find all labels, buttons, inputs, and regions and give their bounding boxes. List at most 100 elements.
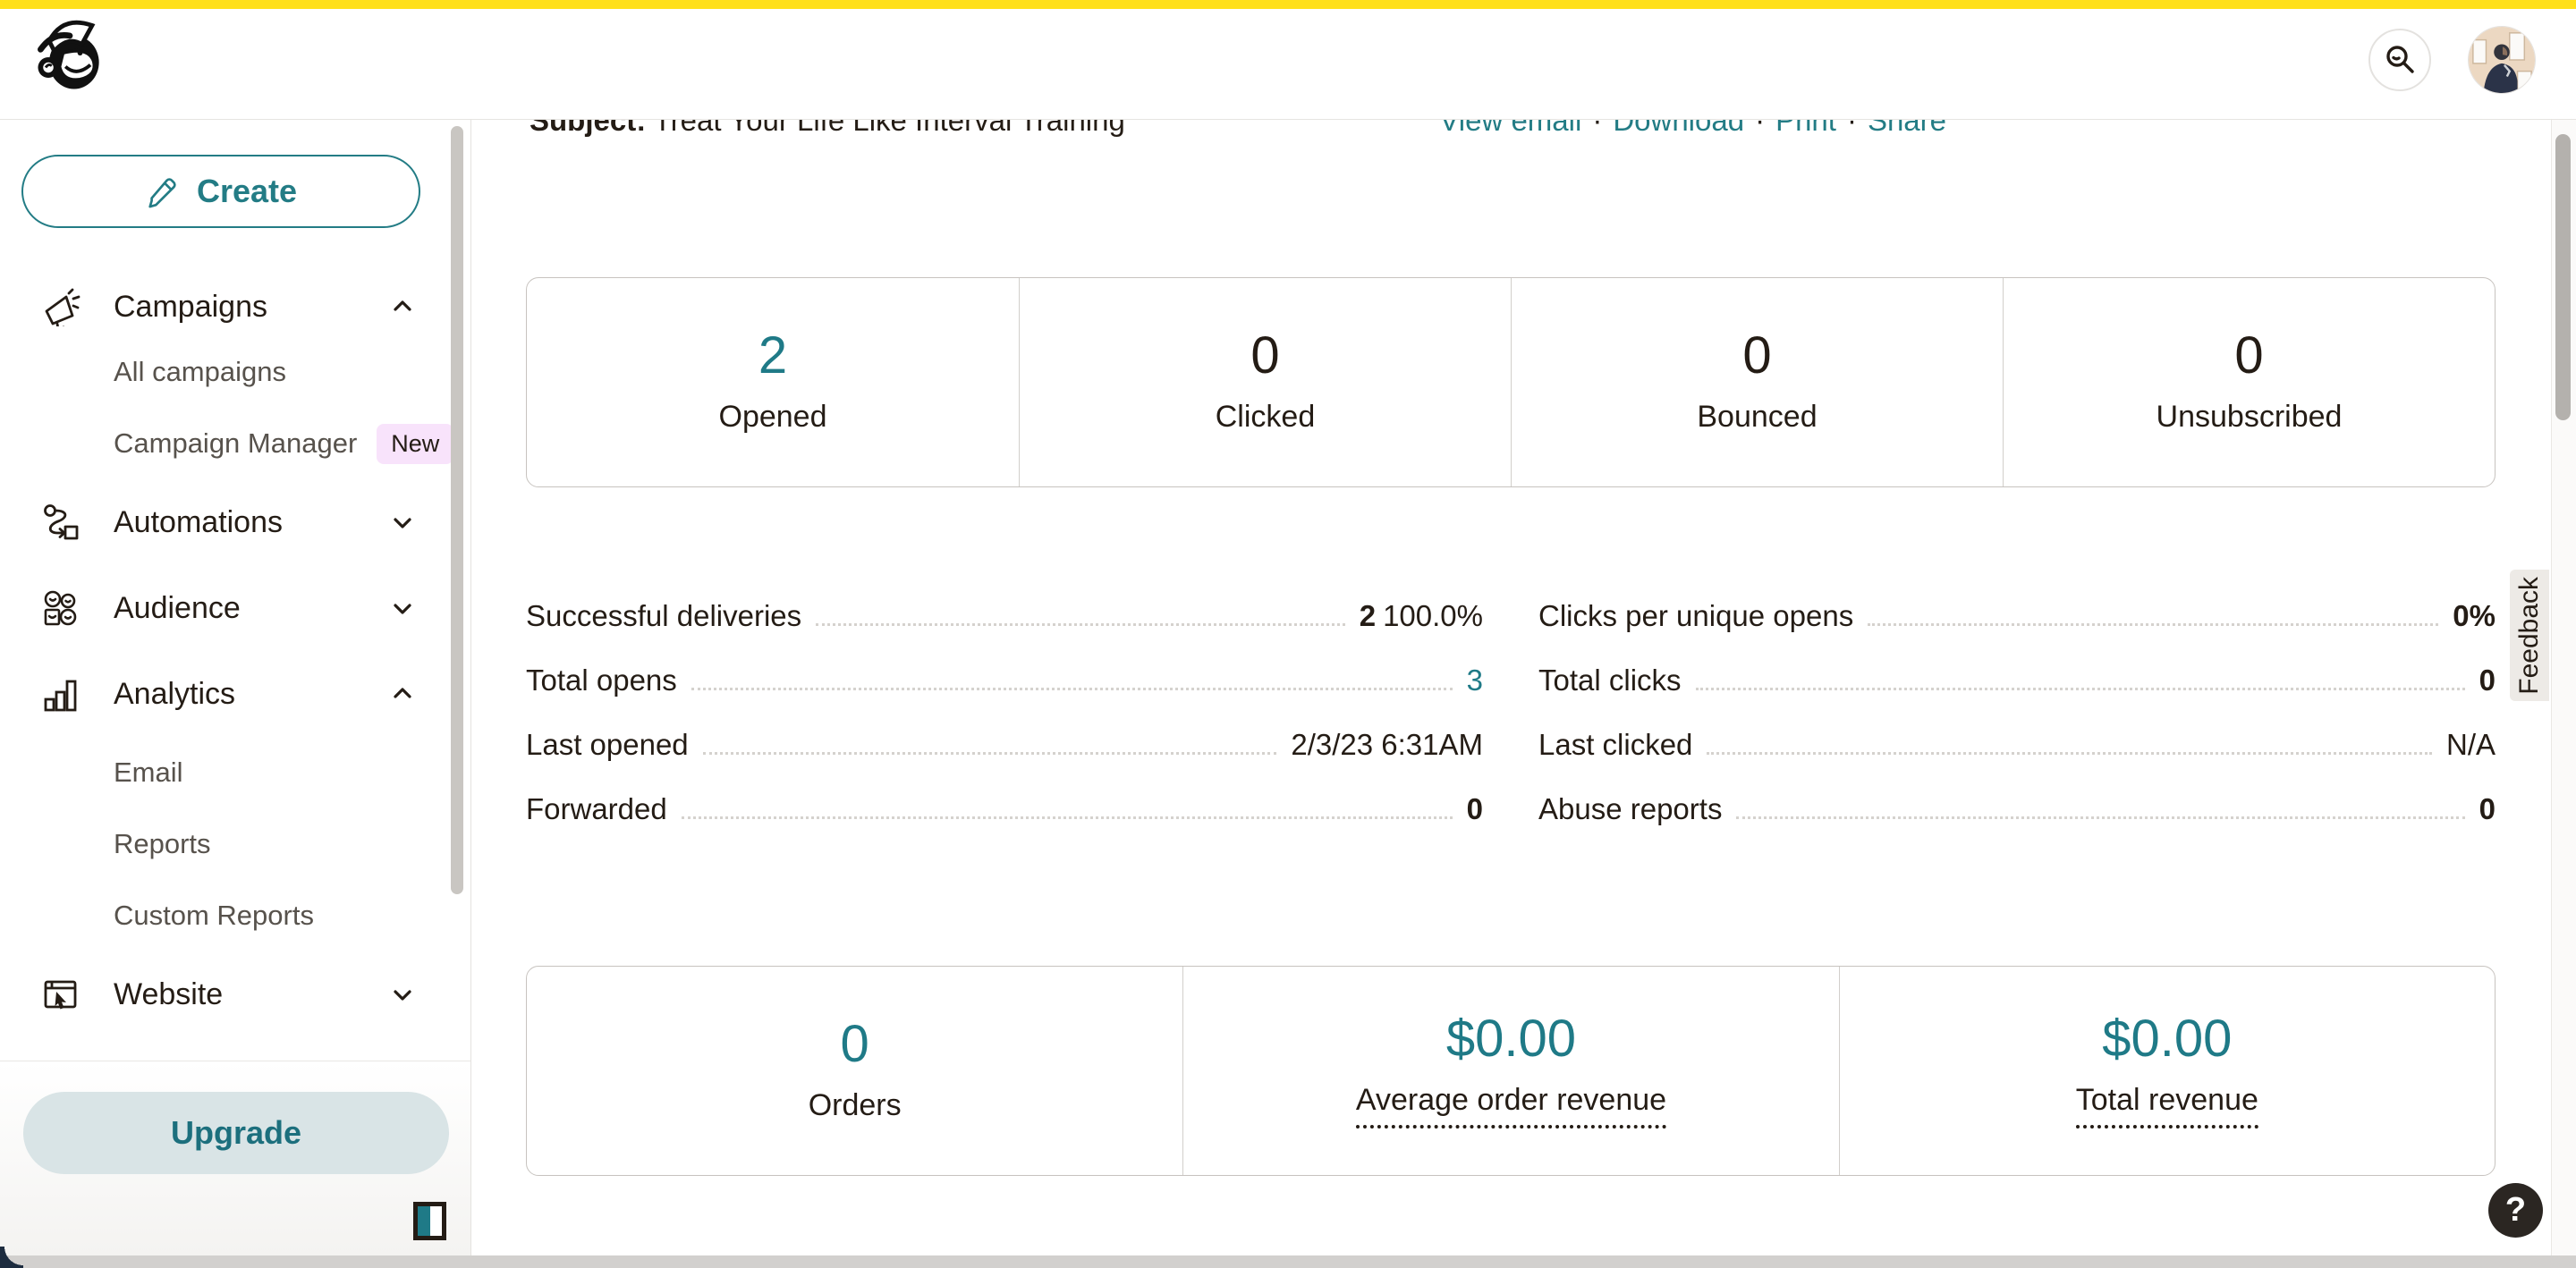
- create-button[interactable]: Create: [21, 155, 420, 228]
- detail-stats: Successful deliveries 2 100.0% Total open…: [526, 583, 2496, 841]
- average-order-revenue-card[interactable]: $0.00 Average order revenue: [1182, 967, 1838, 1175]
- sidebar-item-email[interactable]: Email: [0, 737, 471, 808]
- search-button[interactable]: [2368, 29, 2431, 91]
- brand-yellow-stripe: [0, 0, 2576, 9]
- stats-left-column: Successful deliveries 2 100.0% Total open…: [526, 583, 1483, 841]
- collapse-sidebar-icon[interactable]: [413, 1202, 446, 1240]
- mailchimp-logo[interactable]: [27, 13, 113, 100]
- stat-row-forwarded: Forwarded 0: [526, 776, 1483, 841]
- sidebar-item-automations[interactable]: Automations: [0, 479, 471, 565]
- sidebar-subitem-label: Email: [114, 757, 183, 788]
- dotted-leader: [1695, 688, 2465, 690]
- bottom-edge-bar: [0, 1255, 2576, 1268]
- sidebar-item-label: Campaigns: [114, 289, 267, 324]
- sidebar-item-campaign-manager[interactable]: Campaign Manager New: [0, 408, 471, 479]
- audience-faces-icon: [44, 590, 77, 626]
- sidebar-item-audience[interactable]: Audience: [0, 565, 471, 651]
- total-opens-link[interactable]: 3: [1466, 664, 1483, 697]
- sidebar-item-label: Analytics: [114, 676, 236, 711]
- average-order-revenue-label[interactable]: Average order revenue: [1355, 1083, 1667, 1129]
- stat-label: Forwarded: [526, 792, 667, 825]
- stat-row-clicks-per-unique-opens: Clicks per unique opens 0%: [1538, 583, 2496, 647]
- dotted-leader: [816, 623, 1345, 626]
- stat-row-successful-deliveries: Successful deliveries 2 100.0%: [526, 583, 1483, 647]
- stat-row-last-clicked: Last clicked N/A: [1538, 712, 2496, 776]
- clicked-count: 0: [1250, 326, 1280, 385]
- website-window-icon: [44, 980, 77, 1010]
- search-icon: [2386, 46, 2414, 73]
- dotted-leader: [1736, 816, 2465, 819]
- stat-value: 0: [2479, 792, 2496, 825]
- stat-row-total-clicks: Total clicks 0: [1538, 647, 2496, 712]
- stat-label: Abuse reports: [1538, 792, 1723, 825]
- opened-card[interactable]: 2 Opened: [527, 278, 1019, 486]
- total-revenue-value: $0.00: [2102, 1010, 2233, 1068]
- unsubscribed-card[interactable]: 0 Unsubscribed: [2003, 278, 2495, 486]
- feedback-label: Feedback: [2514, 576, 2544, 695]
- sidebar-item-website[interactable]: Website: [0, 951, 471, 1037]
- bounced-count: 0: [1742, 326, 1772, 385]
- sidebar-item-campaigns[interactable]: Campaigns: [0, 277, 471, 336]
- clicked-card[interactable]: 0 Clicked: [1019, 278, 1511, 486]
- stat-label: Total opens: [526, 664, 677, 697]
- create-label: Create: [196, 173, 298, 209]
- new-badge: New: [377, 423, 454, 464]
- stat-value-pct: 100.0%: [1383, 599, 1483, 632]
- orders-count: 0: [840, 1015, 869, 1073]
- sidebar-item-label: Website: [114, 976, 224, 1011]
- sidebar-subitem-label: Reports: [114, 828, 211, 859]
- dotted-leader: [681, 816, 1453, 819]
- freddie-monkey-icon: [38, 20, 99, 89]
- dotted-leader: [691, 688, 1453, 690]
- chevron-up-icon: [394, 688, 411, 698]
- total-revenue-card[interactable]: $0.00 Total revenue: [1838, 967, 2495, 1175]
- sidebar-subitem-label: Campaign Manager: [114, 427, 358, 459]
- sidebar-scrollbar[interactable]: [451, 126, 463, 894]
- account-avatar[interactable]: [2469, 27, 2535, 93]
- opened-label: Opened: [718, 400, 827, 434]
- stat-label: Total clicks: [1538, 664, 1682, 697]
- orders-card[interactable]: 0 Orders: [527, 967, 1182, 1175]
- stat-value: 0: [2479, 664, 2496, 697]
- stat-value: 0: [1466, 792, 1483, 825]
- chevron-down-icon: [394, 604, 411, 614]
- sidebar-footer: Upgrade: [0, 1061, 470, 1255]
- stat-row-total-opens: Total opens 3: [526, 647, 1483, 712]
- clicked-label: Clicked: [1215, 400, 1316, 434]
- total-revenue-label[interactable]: Total revenue: [2075, 1083, 2258, 1129]
- engagement-stats-cards: 2 Opened 0 Clicked 0 Bounced 0 Unsubscri…: [526, 277, 2496, 487]
- orders-label: Orders: [808, 1088, 902, 1122]
- chevron-down-icon: [394, 990, 411, 1001]
- stat-value: 2: [1359, 599, 1377, 632]
- feedback-tab[interactable]: Feedback: [2510, 570, 2549, 701]
- link-separator: ·: [1755, 104, 1766, 137]
- upgrade-button[interactable]: Upgrade: [23, 1092, 449, 1174]
- stat-label: Last opened: [526, 728, 689, 761]
- sidebar-item-all-campaigns[interactable]: All campaigns: [0, 336, 471, 408]
- stat-value: 2/3/23 6:31AM: [1291, 728, 1483, 761]
- unsubscribed-label: Unsubscribed: [2156, 400, 2343, 434]
- bounced-card[interactable]: 0 Bounced: [1511, 278, 2003, 486]
- stat-value: N/A: [2445, 728, 2496, 761]
- stat-label: Clicks per unique opens: [1538, 599, 1854, 632]
- commerce-stats-cards: 0 Orders $0.00 Average order revenue $0.…: [526, 966, 2496, 1176]
- dotted-leader: [1707, 752, 2432, 755]
- stat-label: Successful deliveries: [526, 599, 802, 632]
- sidebar-item-custom-reports[interactable]: Custom Reports: [0, 880, 471, 951]
- stats-right-column: Clicks per unique opens 0% Total clicks …: [1538, 583, 2496, 841]
- sidebar-item-reports[interactable]: Reports: [0, 808, 471, 880]
- chevron-up-icon: [394, 300, 411, 311]
- sidebar-item-analytics[interactable]: Analytics: [0, 651, 471, 737]
- megaphone-icon: [45, 288, 80, 326]
- top-bar: [0, 9, 2576, 120]
- link-separator: ·: [1592, 104, 1603, 137]
- sidebar-subitem-label: All campaigns: [114, 356, 286, 387]
- dotted-leader: [1868, 623, 2439, 626]
- sidebar-item-label: Audience: [114, 590, 241, 625]
- chevron-down-icon: [394, 518, 411, 528]
- main-scrollbar-thumb[interactable]: [2555, 134, 2571, 420]
- help-button[interactable]: ?: [2488, 1183, 2543, 1238]
- opened-count[interactable]: 2: [758, 326, 788, 385]
- avatar-photo: [2469, 27, 2535, 93]
- average-order-revenue-value: $0.00: [1445, 1010, 1577, 1068]
